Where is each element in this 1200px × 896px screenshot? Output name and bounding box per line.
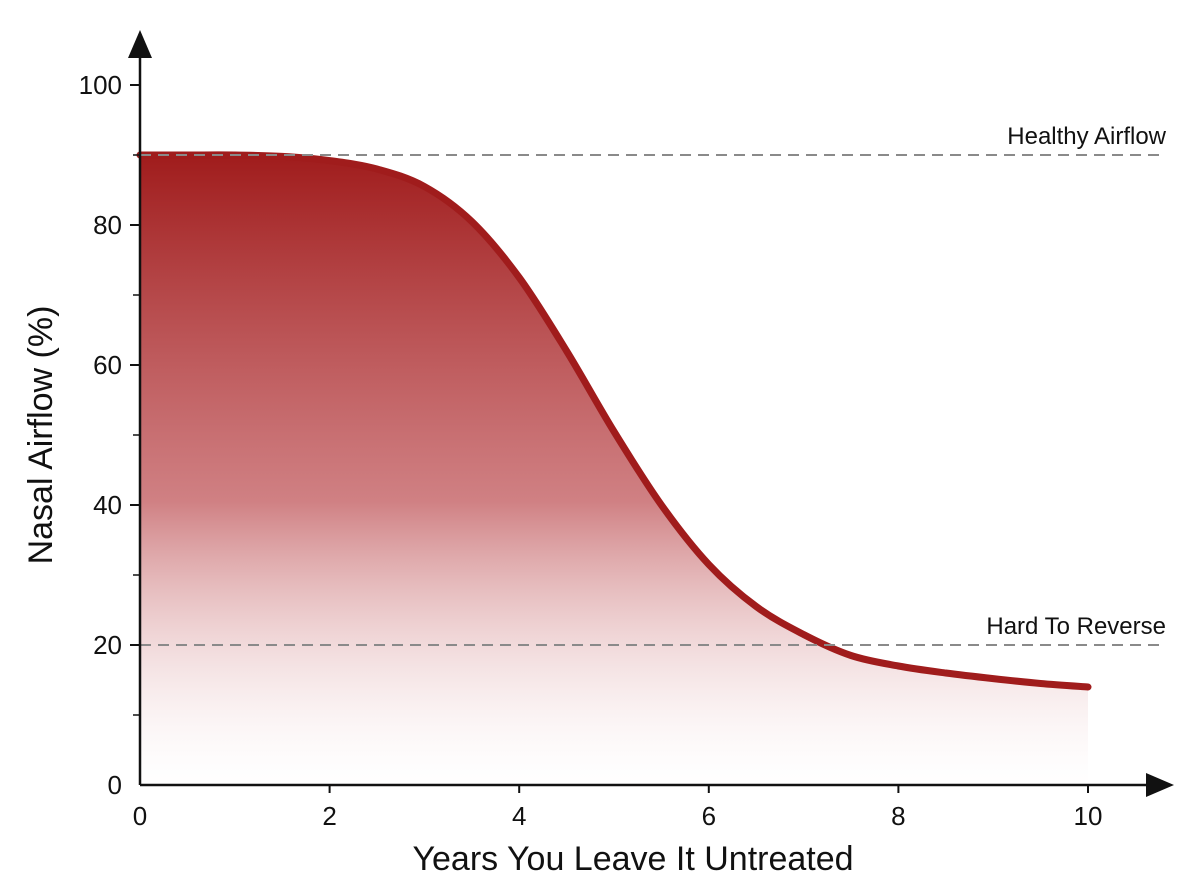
x-tick-label: 6	[702, 801, 716, 831]
x-tick-label: 8	[891, 801, 905, 831]
x-axis-title: Years You Leave It Untreated	[412, 840, 853, 878]
x-tick-label: 4	[512, 801, 526, 831]
y-tick-label: 60	[93, 350, 122, 380]
y-axis-title: Nasal Airflow (%)	[22, 306, 60, 565]
plot-area: Healthy Airflow Hard To Reverse	[136, 123, 1167, 786]
x-tick-label: 10	[1074, 801, 1103, 831]
y-axis-arrow	[128, 30, 152, 58]
y-tick-label: 0	[108, 770, 122, 800]
axes: 0 20 40 60 80 100 0 2 4 6 8 10	[79, 30, 1174, 831]
y-tick-label: 80	[93, 210, 122, 240]
y-ticks: 0 20 40 60 80 100	[79, 70, 140, 800]
x-tick-label: 0	[133, 801, 147, 831]
x-tick-label: 2	[322, 801, 336, 831]
reference-line-label: Hard To Reverse	[986, 613, 1166, 640]
y-tick-label: 20	[93, 630, 122, 660]
y-tick-label: 100	[79, 70, 122, 100]
x-ticks: 0 2 4 6 8 10	[133, 785, 1103, 831]
area-fill	[140, 154, 1088, 786]
reference-line-label: Healthy Airflow	[1007, 123, 1166, 150]
y-tick-label: 40	[93, 490, 122, 520]
x-axis-arrow	[1146, 773, 1174, 797]
reference-lines: Healthy Airflow Hard To Reverse	[140, 123, 1167, 646]
series-line	[136, 151, 1092, 691]
